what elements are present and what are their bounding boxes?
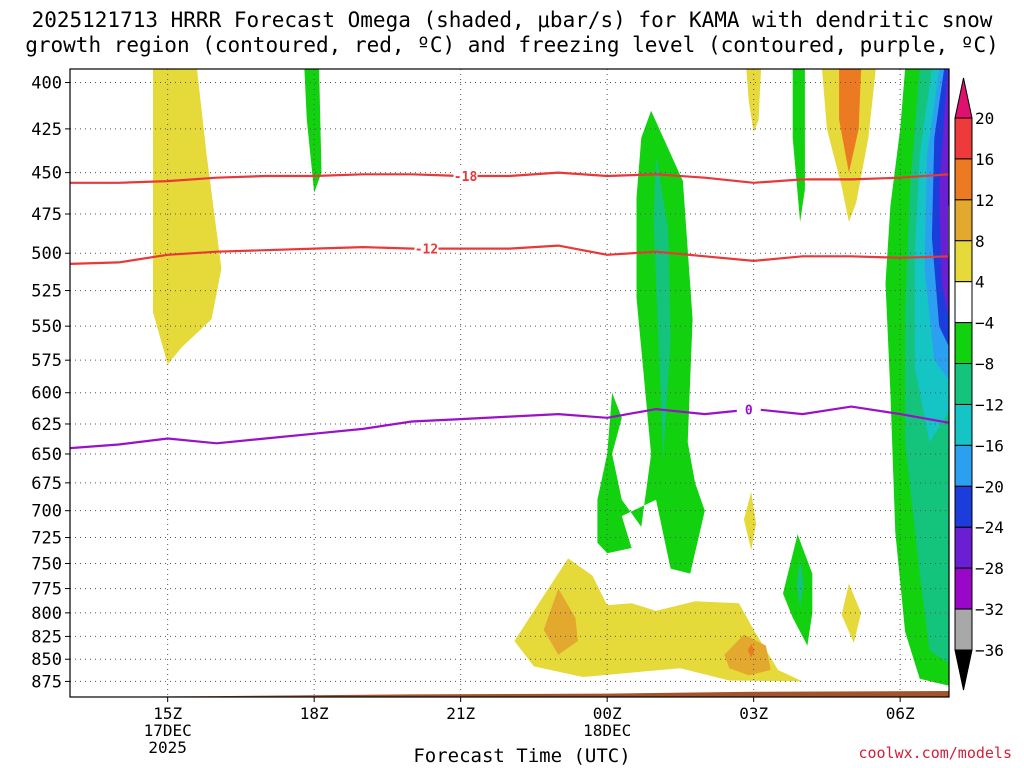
colorbar-bin-20-to-16 — [954, 117, 973, 160]
x-tick-label-03Z: 03Z — [739, 704, 768, 723]
omega-region-updraft-column-15z — [153, 69, 222, 365]
colorbar-bin--32-to--36 — [954, 608, 973, 651]
y-tick-label-800: 800 — [31, 604, 62, 624]
x-tick-label-21Z: 21Z — [446, 704, 475, 723]
y-axis: 400 425 450 475 500 525 550 575 600 625 650 675 700 7… — [31, 74, 70, 692]
y-tick-label-850: 850 — [31, 650, 62, 670]
colorbar-bin-12-to-8 — [954, 199, 973, 242]
footer-credit: coolwx.com/models — [858, 744, 1012, 762]
omega-region-low-level-max-03z-core — [747, 643, 755, 658]
colorbar-label--28: −28 — [975, 559, 1004, 578]
y-tick-label-400: 400 — [31, 74, 62, 94]
x-tick-date-00Z: 18DEC — [583, 721, 631, 740]
y-tick-label-650: 650 — [31, 445, 62, 465]
colorbar-bin--20-to--24 — [954, 485, 973, 528]
y-tick-label-525: 525 — [31, 282, 62, 302]
omega-region-low-level-max-03z — [724, 634, 771, 676]
y-tick-label-750: 750 — [31, 554, 62, 574]
y-tick-label-675: 675 — [31, 474, 62, 494]
colorbar-bin--28-to--32 — [954, 567, 973, 610]
colorbar-label-16: 16 — [975, 150, 994, 169]
colorbar-bin-4-to--4 — [954, 281, 973, 324]
omega-region-upper-updraft-05z-core — [839, 69, 862, 173]
contour-label-bg-isotherm-minus-12 — [414, 240, 439, 256]
colorbar-bin--12-to--16 — [954, 403, 973, 446]
y-tick-label-600: 600 — [31, 384, 62, 404]
y-tick-label-625: 625 — [31, 415, 62, 435]
y-tick-label-550: 550 — [31, 317, 62, 337]
colorbar-label-12: 12 — [975, 191, 994, 210]
y-tick-label-875: 875 — [31, 672, 62, 692]
colorbar-label-20: 20 — [975, 109, 994, 128]
colorbar-label--24: −24 — [975, 518, 1004, 537]
contours: -18 -12 0 — [70, 168, 949, 450]
omega-region-downdraft-18z — [304, 69, 322, 193]
colorbar-bottom-triangle — [954, 649, 973, 691]
y-tick-label-575: 575 — [31, 351, 62, 371]
colorbar-bin--8-to--12 — [954, 363, 973, 405]
y-tick-label-450: 450 — [31, 164, 62, 184]
colorbar-label--12: −12 — [975, 395, 1004, 414]
x-tick-label-18Z: 18Z — [300, 704, 329, 723]
omega-region-dry-slot-updraft-03z — [743, 491, 757, 551]
omega-region-updraft-04z — [841, 583, 862, 643]
omega-region-sinking-04z-low-core — [796, 558, 804, 609]
contour-isotherm-minus-12 — [70, 244, 949, 265]
x-axis-title: Forecast Time (UTC) — [413, 745, 631, 767]
omega-region-upper-updraft-03z — [746, 69, 761, 133]
colorbar-bin-16-to-12 — [954, 158, 973, 201]
x-tick-year-15Z: 2025 — [148, 738, 187, 757]
contour-freezing-level-0c — [70, 405, 949, 450]
y-tick-label-500: 500 — [31, 244, 62, 264]
omega-region-sinking-core-01z — [653, 155, 671, 460]
colorbar-label--16: −16 — [975, 436, 1004, 455]
contour-label-bg-freezing-level-0c — [736, 401, 761, 417]
colorbar-bin--16-to--20 — [954, 444, 973, 487]
omega-region-sinking-midlevel-01z — [597, 110, 705, 574]
colorbar-bin-8-to-4 — [954, 240, 973, 283]
colorbar-top-triangle — [954, 77, 973, 119]
colorbar-label--4: −4 — [975, 314, 994, 333]
x-tick-label-06Z: 06Z — [886, 704, 915, 723]
contour-label-bg-isotherm-minus-18 — [453, 168, 478, 184]
contour-label-isotherm-minus-18: -18 — [454, 170, 478, 185]
colorbar-label-4: 4 — [975, 273, 985, 292]
colorbar-label--36: −36 — [975, 641, 1004, 660]
contour-label-isotherm-minus-12: -12 — [415, 243, 438, 258]
colorbar-label--8: −8 — [975, 355, 994, 374]
y-tick-label-825: 825 — [31, 627, 62, 647]
terrain — [70, 691, 949, 697]
y-tick-label-425: 425 — [31, 120, 62, 140]
contour-label-freezing-level-0c: 0 — [745, 404, 753, 419]
colorbar-label--20: −20 — [975, 477, 1004, 496]
colorbar: 20 16 12 8 4 −4 −8 −12 −16 −20 −24 −28 −32 −36 — [954, 77, 1004, 691]
colorbar-label-8: 8 — [975, 232, 985, 251]
y-tick-label-775: 775 — [31, 580, 62, 600]
omega-shading — [153, 69, 949, 686]
omega-region-low-level-max-22z — [543, 588, 578, 655]
y-tick-label-700: 700 — [31, 502, 62, 522]
chart-title-line-1: 2025121713 HRRR Forecast Omega (shaded, … — [31, 8, 993, 32]
x-tick-label-00Z: 00Z — [593, 704, 622, 723]
terrain-ground — [70, 691, 949, 697]
x-tick-date-15Z: 17DEC — [144, 721, 192, 740]
colorbar-bin--24-to--28 — [954, 526, 973, 569]
colorbar-bin--4-to--8 — [954, 322, 973, 365]
y-tick-label-725: 725 — [31, 529, 62, 549]
y-tick-label-475: 475 — [31, 205, 62, 225]
omega-region-sinking-04z — [792, 69, 805, 222]
contour-isotherm-minus-18 — [70, 171, 949, 184]
chart-title-line-2: growth region (contoured, red, ºC) and f… — [25, 33, 999, 57]
plot-frame — [69, 68, 950, 698]
colorbar-label--32: −32 — [975, 600, 1004, 619]
x-tick-label-15Z: 15Z — [153, 704, 182, 723]
